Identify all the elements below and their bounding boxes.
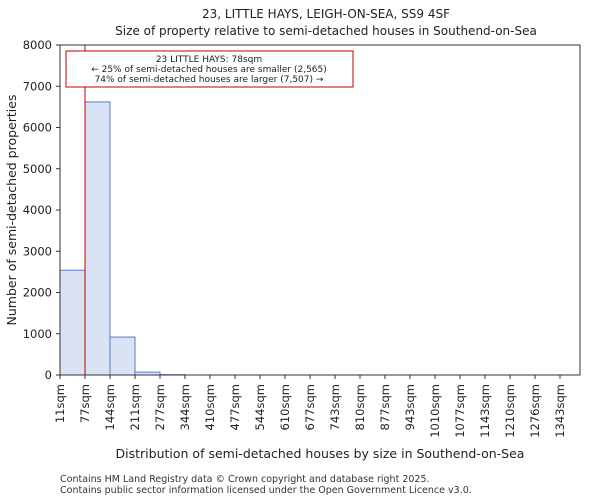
x-tick-label: 610sqm bbox=[278, 384, 292, 430]
x-tick-label: 77sqm bbox=[78, 384, 92, 423]
annotation-line-1: 23 LITTLE HAYS: 78sqm bbox=[156, 55, 262, 65]
x-tick-label: 1143sqm bbox=[478, 384, 492, 438]
y-tick-label: 4000 bbox=[23, 203, 52, 217]
x-tick-label: 743sqm bbox=[328, 384, 342, 430]
plot-frame bbox=[59, 44, 581, 376]
bar-77sqm bbox=[84, 101, 111, 376]
chart-title: 23, LITTLE HAYS, LEIGH-ON-SEA, SS9 4SF bbox=[202, 7, 450, 21]
y-tick-label: 2000 bbox=[23, 286, 52, 300]
x-tick-label: 1010sqm bbox=[428, 384, 442, 438]
annotation-box: 23 LITTLE HAYS: 78sqm ← 25% of semi-deta… bbox=[65, 50, 354, 88]
annotation-line-3: 74% of semi-detached houses are larger (… bbox=[95, 75, 324, 85]
x-axis-ticks: 11sqm 77sqm 144sqm 211sqm 277sqm 344sqm 410sqm… bbox=[53, 375, 567, 438]
x-tick-label: 810sqm bbox=[353, 384, 367, 430]
x-axis-label: Distribution of semi-detached houses by … bbox=[116, 446, 525, 461]
footer-line-1: Contains HM Land Registry data © Crown c… bbox=[60, 474, 430, 485]
y-tick-label: 5000 bbox=[23, 162, 52, 176]
x-tick-label: 344sqm bbox=[178, 384, 192, 430]
x-tick-label: 1343sqm bbox=[553, 384, 567, 438]
y-tick-label: 8000 bbox=[23, 38, 52, 52]
x-tick-label: 544sqm bbox=[253, 384, 267, 430]
x-tick-label: 943sqm bbox=[403, 384, 417, 430]
y-tick-label: 3000 bbox=[23, 244, 52, 258]
footer-line-2: Contains public sector information licen… bbox=[60, 485, 472, 496]
bars-group bbox=[59, 101, 260, 376]
x-tick-label: 1077sqm bbox=[453, 384, 467, 438]
y-tick-label: 0 bbox=[45, 368, 52, 382]
x-tick-label: 677sqm bbox=[303, 384, 317, 430]
x-tick-label: 877sqm bbox=[378, 384, 392, 430]
y-axis-label: Number of semi-detached properties bbox=[4, 95, 19, 326]
x-tick-label: 211sqm bbox=[128, 384, 142, 430]
x-tick-label: 11sqm bbox=[53, 384, 67, 423]
y-tick-label: 7000 bbox=[23, 79, 52, 93]
y-axis-ticks: 0 1000 2000 3000 4000 5000 6000 7000 8000 bbox=[23, 38, 60, 382]
x-tick-label: 410sqm bbox=[203, 384, 217, 430]
x-tick-label: 477sqm bbox=[228, 384, 242, 430]
x-tick-label: 144sqm bbox=[103, 384, 117, 430]
chart-subtitle: Size of property relative to semi-detach… bbox=[115, 24, 537, 38]
y-tick-label: 1000 bbox=[23, 327, 52, 341]
annotation-line-2: ← 25% of semi-detached houses are smalle… bbox=[91, 65, 327, 75]
x-tick-label: 277sqm bbox=[153, 384, 167, 430]
y-tick-label: 6000 bbox=[23, 121, 52, 135]
bar-144sqm bbox=[109, 336, 136, 376]
bar-11sqm bbox=[59, 269, 86, 376]
x-tick-label: 1276sqm bbox=[528, 384, 542, 438]
x-tick-label: 1210sqm bbox=[503, 384, 517, 438]
